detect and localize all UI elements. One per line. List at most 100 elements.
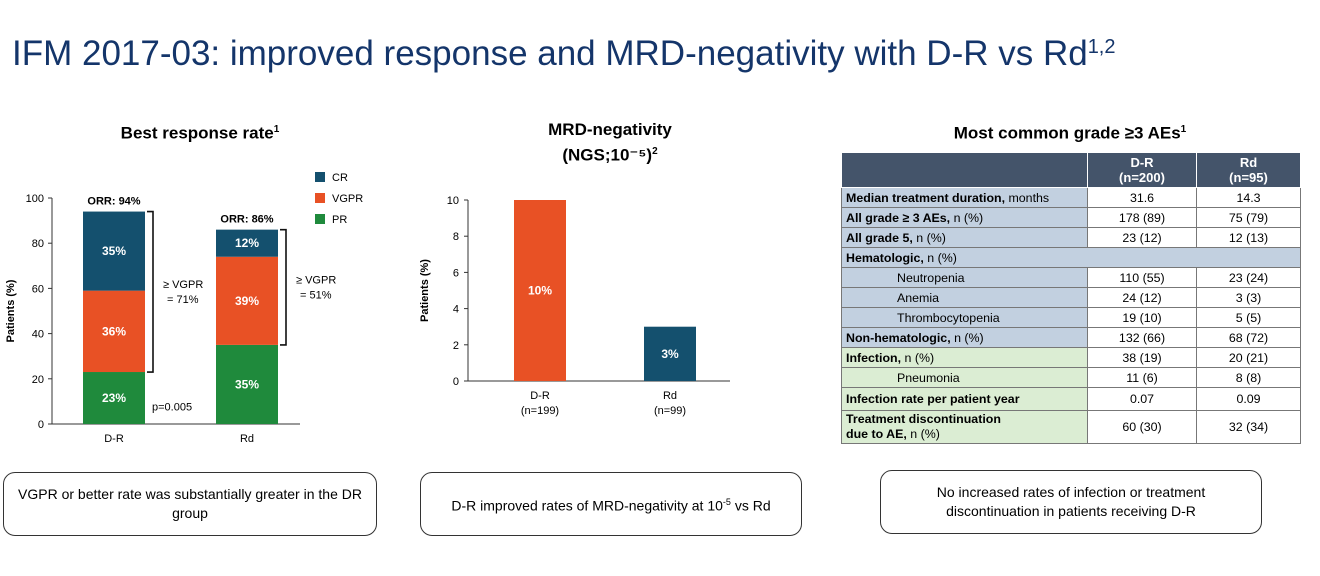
- row-label: Pneumonia: [841, 367, 1088, 388]
- table-row: Infection rate per patient year 0.07 0.0…: [841, 387, 1301, 411]
- bar-segment-pr: [83, 372, 145, 424]
- y-tick-label: 8: [453, 231, 459, 243]
- response-panel-title: Best response rate1: [120, 123, 280, 143]
- cell-dr: 0.07: [1087, 387, 1197, 411]
- legend-swatch: [315, 172, 325, 182]
- y-tick-label: 40: [32, 329, 44, 341]
- orr-label: ORR: 86%: [220, 214, 273, 226]
- row-label: Anemia: [841, 287, 1088, 308]
- y-tick-label: 60: [32, 283, 44, 295]
- table-header-dr: D-R (n=200): [1087, 152, 1197, 188]
- table-row: Neutropenia 110 (55) 23 (24): [841, 267, 1301, 288]
- y-tick-label: 4: [453, 304, 459, 316]
- bracket-label: = 51%: [300, 289, 332, 301]
- y-tick-label: 10: [447, 195, 459, 207]
- row-label: Treatment discontinuation due to AE, n (%…: [841, 410, 1088, 444]
- table-row: Infection, n (%) 38 (19) 20 (21): [841, 347, 1301, 368]
- x-tick-label: D-R: [530, 390, 550, 402]
- y-axis-label: Patients (%): [5, 279, 17, 342]
- cell-rd: 3 (3): [1196, 287, 1301, 308]
- row-label: Infection rate per patient year: [841, 387, 1088, 411]
- data-label: 3%: [661, 347, 679, 361]
- data-label: 36%: [102, 324, 126, 338]
- vgpr-bracket: [280, 228, 287, 346]
- cell-rd: 20 (21): [1196, 347, 1301, 368]
- table-row: Anemia 24 (12) 3 (3): [841, 287, 1301, 308]
- legend-label: VGPR: [332, 193, 363, 205]
- bar-segment-vgpr: [83, 290, 145, 373]
- x-tick-label: Rd: [240, 433, 254, 445]
- table-row: Median treatment duration, months 31.6 1…: [841, 187, 1301, 208]
- data-label: 23%: [102, 391, 126, 405]
- cell-rd: 14.3: [1196, 187, 1301, 208]
- row-label: Thrombocytopenia: [841, 307, 1088, 328]
- cell-rd: 23 (24): [1196, 267, 1301, 288]
- orr-label: ORR: 94%: [87, 196, 140, 208]
- x-tick-label: D-R: [104, 433, 124, 445]
- y-tick-label: 0: [453, 376, 459, 388]
- data-label: 12%: [235, 236, 259, 250]
- y-tick-label: 6: [453, 267, 459, 279]
- x-tick-label: Rd: [663, 390, 677, 402]
- table-header-row: D-R (n=200) Rd (n=95): [841, 152, 1301, 188]
- table-row: Treatment discontinuation due to AE, n (%…: [841, 410, 1301, 444]
- row-section-label: Hematologic, n (%): [841, 247, 1301, 268]
- vgpr-bracket: [147, 210, 154, 373]
- table-row: Hematologic, n (%): [841, 247, 1301, 268]
- y-tick-label: 20: [32, 374, 44, 386]
- ae-panel-title: Most common grade ≥3 AEs1: [953, 123, 1187, 143]
- x-tick-sublabel: (n=199): [521, 405, 559, 417]
- bar: [644, 326, 696, 381]
- bar-segment-cr: [83, 211, 145, 291]
- cell-rd: 8 (8): [1196, 367, 1301, 388]
- bracket-label: ≥ VGPR: [296, 274, 336, 286]
- row-label: All grade 5, n (%): [841, 227, 1088, 248]
- row-label: All grade ≥ 3 AEs, n (%): [841, 207, 1088, 228]
- bar-segment-pr: [216, 344, 278, 424]
- table-header-blank: [841, 152, 1088, 188]
- cell-rd: 75 (79): [1196, 207, 1301, 228]
- row-label: Neutropenia: [841, 267, 1088, 288]
- cell-dr: 19 (10): [1087, 307, 1197, 328]
- bracket-label: ≥ VGPR: [163, 279, 203, 291]
- note-right: No increased rates of infection or treat…: [880, 470, 1262, 534]
- bar: [514, 200, 566, 381]
- table-row: Non-hematologic, n (%) 132 (66) 68 (72): [841, 327, 1301, 348]
- row-label: Median treatment duration, months: [841, 187, 1088, 208]
- legend-swatch: [315, 193, 325, 203]
- x-tick-sublabel: (n=99): [654, 405, 686, 417]
- bracket-label: = 71%: [167, 294, 199, 306]
- cell-rd: 32 (34): [1196, 410, 1301, 444]
- row-label: Infection, n (%): [841, 347, 1088, 368]
- data-label: 39%: [235, 294, 259, 308]
- cell-dr: 132 (66): [1087, 327, 1197, 348]
- row-label: Non-hematologic, n (%): [841, 327, 1088, 348]
- legend-swatch: [315, 214, 325, 224]
- table-header-rd: Rd (n=95): [1196, 152, 1301, 188]
- cell-dr: 23 (12): [1087, 227, 1197, 248]
- cell-dr: 178 (89): [1087, 207, 1197, 228]
- data-label: 10%: [528, 284, 552, 298]
- cell-dr: 60 (30): [1087, 410, 1197, 444]
- table-row: All grade 5, n (%) 23 (12) 12 (13): [841, 227, 1301, 248]
- bar-segment-cr: [216, 229, 278, 257]
- data-label: 35%: [235, 377, 259, 391]
- slide-title: IFM 2017-03: improved response and MRD-n…: [12, 34, 1116, 73]
- title-superscript: 1,2: [1087, 36, 1116, 58]
- note-left: VGPR or better rate was substantially gr…: [3, 472, 377, 536]
- table-row: All grade ≥ 3 AEs, n (%) 178 (89) 75 (79…: [841, 207, 1301, 228]
- cell-dr: 38 (19): [1087, 347, 1197, 368]
- cell-rd: 12 (13): [1196, 227, 1301, 248]
- legend-label: PR: [332, 214, 347, 226]
- cell-dr: 110 (55): [1087, 267, 1197, 288]
- cell-dr: 11 (6): [1087, 367, 1197, 388]
- cell-rd: 5 (5): [1196, 307, 1301, 328]
- data-label: 35%: [102, 244, 126, 258]
- p-value-label: p=0.005: [152, 401, 192, 413]
- y-axis-label: Patients (%): [419, 259, 431, 322]
- y-tick-label: 80: [32, 238, 44, 250]
- table-row: Pneumonia 11 (6) 8 (8): [841, 367, 1301, 388]
- table-row: Thrombocytopenia 19 (10) 5 (5): [841, 307, 1301, 328]
- bar-segment-vgpr: [216, 256, 278, 345]
- best-response-chart: 0 20 40 60 80 100 Patients (%) 23% 36% 35% ORR: 94…: [5, 172, 363, 445]
